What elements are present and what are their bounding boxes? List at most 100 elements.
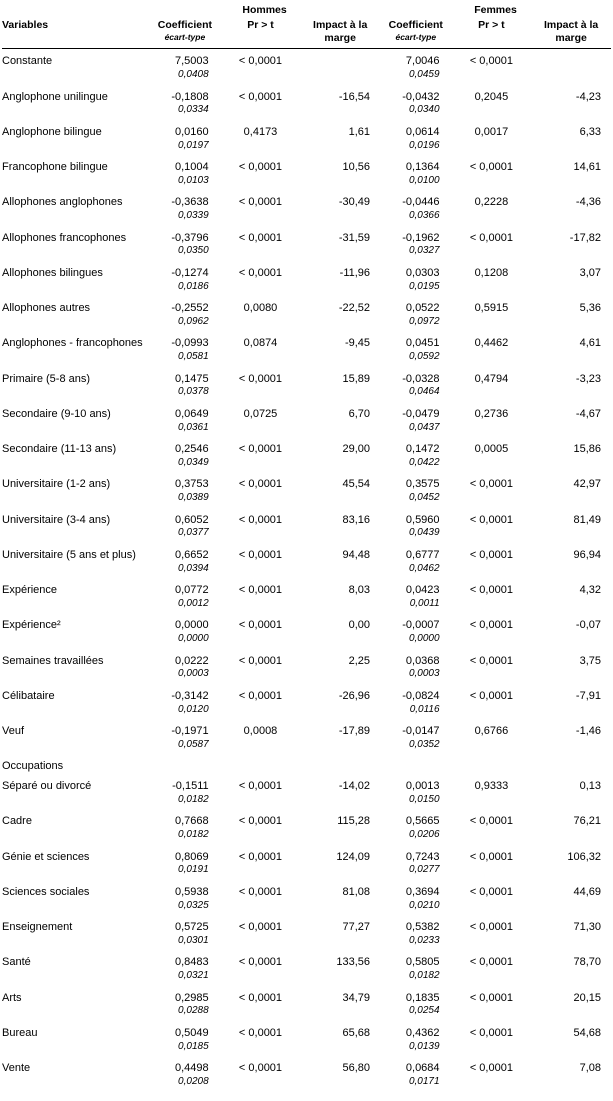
table-row: Séparé ou divorcé-0,1511< 0,0001-14,020,… xyxy=(2,774,611,794)
impact-f: 20,15 xyxy=(531,986,611,1006)
se-spacer xyxy=(452,351,532,367)
se-m: 0,0191 xyxy=(149,864,221,880)
se-spacer xyxy=(531,829,611,845)
variable-name: Sciences sociales xyxy=(2,880,149,900)
se-row: 0,0288 0,0254 xyxy=(2,1005,611,1021)
se-f: 0,0003 xyxy=(380,668,452,684)
se-row: 0,03340,0340 xyxy=(2,104,611,120)
impact-m xyxy=(300,49,380,69)
prt-m: < 0,0001 xyxy=(221,613,301,633)
prt-m: < 0,0001 xyxy=(221,508,301,528)
coef-f: 0,0423 xyxy=(380,578,452,598)
se-spacer xyxy=(2,864,149,880)
se-spacer xyxy=(300,492,380,508)
coef-m: 0,2985 xyxy=(149,986,221,1006)
header-coef-f: Coefficient écart-type xyxy=(380,19,452,49)
impact-f: 44,69 xyxy=(531,880,611,900)
prt-f: < 0,0001 xyxy=(452,684,532,704)
coef-f: 7,0046 xyxy=(380,49,452,69)
se-row: 0,01820,0206 xyxy=(2,829,611,845)
coef-f: 0,0522 xyxy=(380,296,452,316)
se-spacer xyxy=(531,739,611,755)
se-spacer xyxy=(531,140,611,156)
header-group-hommes: Hommes xyxy=(149,4,380,19)
header-impact-f: Impact à la marge xyxy=(531,19,611,49)
variable-name: Enseignement xyxy=(2,915,149,935)
prt-m: < 0,0001 xyxy=(221,226,301,246)
impact-m: 124,09 xyxy=(300,845,380,865)
se-spacer xyxy=(531,900,611,916)
impact-f: 78,70 xyxy=(531,950,611,970)
se-spacer xyxy=(300,704,380,720)
coef-m: -0,1511 xyxy=(149,774,221,794)
table-row: Allophones autres-0,25520,0080-22,520,05… xyxy=(2,296,611,316)
se-f: 0,0139 xyxy=(380,1041,452,1057)
prt-m: 0,0080 xyxy=(221,296,301,316)
impact-f: 4,32 xyxy=(531,578,611,598)
se-row: 0,03210,0182 xyxy=(2,970,611,986)
se-spacer xyxy=(300,864,380,880)
table-row: Bureau0,5049< 0,000165,680,4362< 0,00015… xyxy=(2,1021,611,1041)
se-f: 0,0196 xyxy=(380,140,452,156)
se-row: 0,02080,0171 xyxy=(2,1076,611,1092)
se-spacer xyxy=(2,1041,149,1057)
se-spacer xyxy=(2,104,149,120)
se-spacer xyxy=(531,422,611,438)
impact-m: 56,80 xyxy=(300,1056,380,1076)
se-spacer xyxy=(452,245,532,261)
se-m: 0,0301 xyxy=(149,935,221,951)
se-row: 0,03390,0366 xyxy=(2,210,611,226)
table-row: Célibataire-0,3142< 0,0001-26,96-0,0824<… xyxy=(2,684,611,704)
se-spacer xyxy=(531,386,611,402)
prt-f: 0,4462 xyxy=(452,331,532,351)
se-m: 0,0349 xyxy=(149,457,221,473)
se-f: 0,0254 xyxy=(380,1005,452,1021)
coef-f: 0,0684 xyxy=(380,1056,452,1076)
se-spacer xyxy=(531,864,611,880)
table-row: Enseignement0,5725< 0,000177,270,5382< 0… xyxy=(2,915,611,935)
coef-f: 0,0614 xyxy=(380,120,452,140)
se-f: 0,0462 xyxy=(380,563,452,579)
se-spacer xyxy=(221,140,301,156)
se-spacer xyxy=(2,492,149,508)
header-impact-l2: marge xyxy=(324,32,356,44)
se-f: 0,0116 xyxy=(380,704,452,720)
se-m: 0,0288 xyxy=(149,1005,221,1021)
se-spacer xyxy=(531,527,611,543)
se-spacer xyxy=(2,281,149,297)
prt-f: < 0,0001 xyxy=(452,809,532,829)
se-spacer xyxy=(452,422,532,438)
se-spacer xyxy=(2,422,149,438)
se-spacer xyxy=(531,935,611,951)
impact-m: 8,03 xyxy=(300,578,380,598)
coef-f: 0,5805 xyxy=(380,950,452,970)
header-columns-row: Variables Coefficient écart-type Pr > t … xyxy=(2,19,611,49)
variable-name: Cadre xyxy=(2,809,149,829)
table-container: Hommes Femmes Variables Coefficient écar… xyxy=(0,0,613,1101)
prt-f: < 0,0001 xyxy=(452,986,532,1006)
table-row: Expérience²0,0000< 0,00010,00-0,0007< 0,… xyxy=(2,613,611,633)
impact-f: -3,23 xyxy=(531,367,611,387)
se-spacer xyxy=(2,351,149,367)
coef-m: 0,3753 xyxy=(149,472,221,492)
coef-m: 0,0160 xyxy=(149,120,221,140)
se-spacer xyxy=(2,935,149,951)
header-impact-m: Impact à la marge xyxy=(300,19,380,49)
se-row: 0,00000,0000 xyxy=(2,633,611,649)
impact-m: 65,68 xyxy=(300,1021,380,1041)
se-spacer xyxy=(452,739,532,755)
prt-m: < 0,0001 xyxy=(221,261,301,281)
se-spacer xyxy=(221,935,301,951)
se-m: 0,0408 xyxy=(149,69,221,85)
se-f: 0,0000 xyxy=(380,633,452,649)
header-coef-sub: écart-type xyxy=(149,32,221,43)
coef-m: -0,3638 xyxy=(149,190,221,210)
coef-f: 0,6777 xyxy=(380,543,452,563)
se-spacer xyxy=(300,69,380,85)
coef-f: 0,0451 xyxy=(380,331,452,351)
prt-m: < 0,0001 xyxy=(221,880,301,900)
coef-m: 0,6652 xyxy=(149,543,221,563)
coef-f: 0,5665 xyxy=(380,809,452,829)
prt-m: < 0,0001 xyxy=(221,649,301,669)
se-spacer xyxy=(221,457,301,473)
